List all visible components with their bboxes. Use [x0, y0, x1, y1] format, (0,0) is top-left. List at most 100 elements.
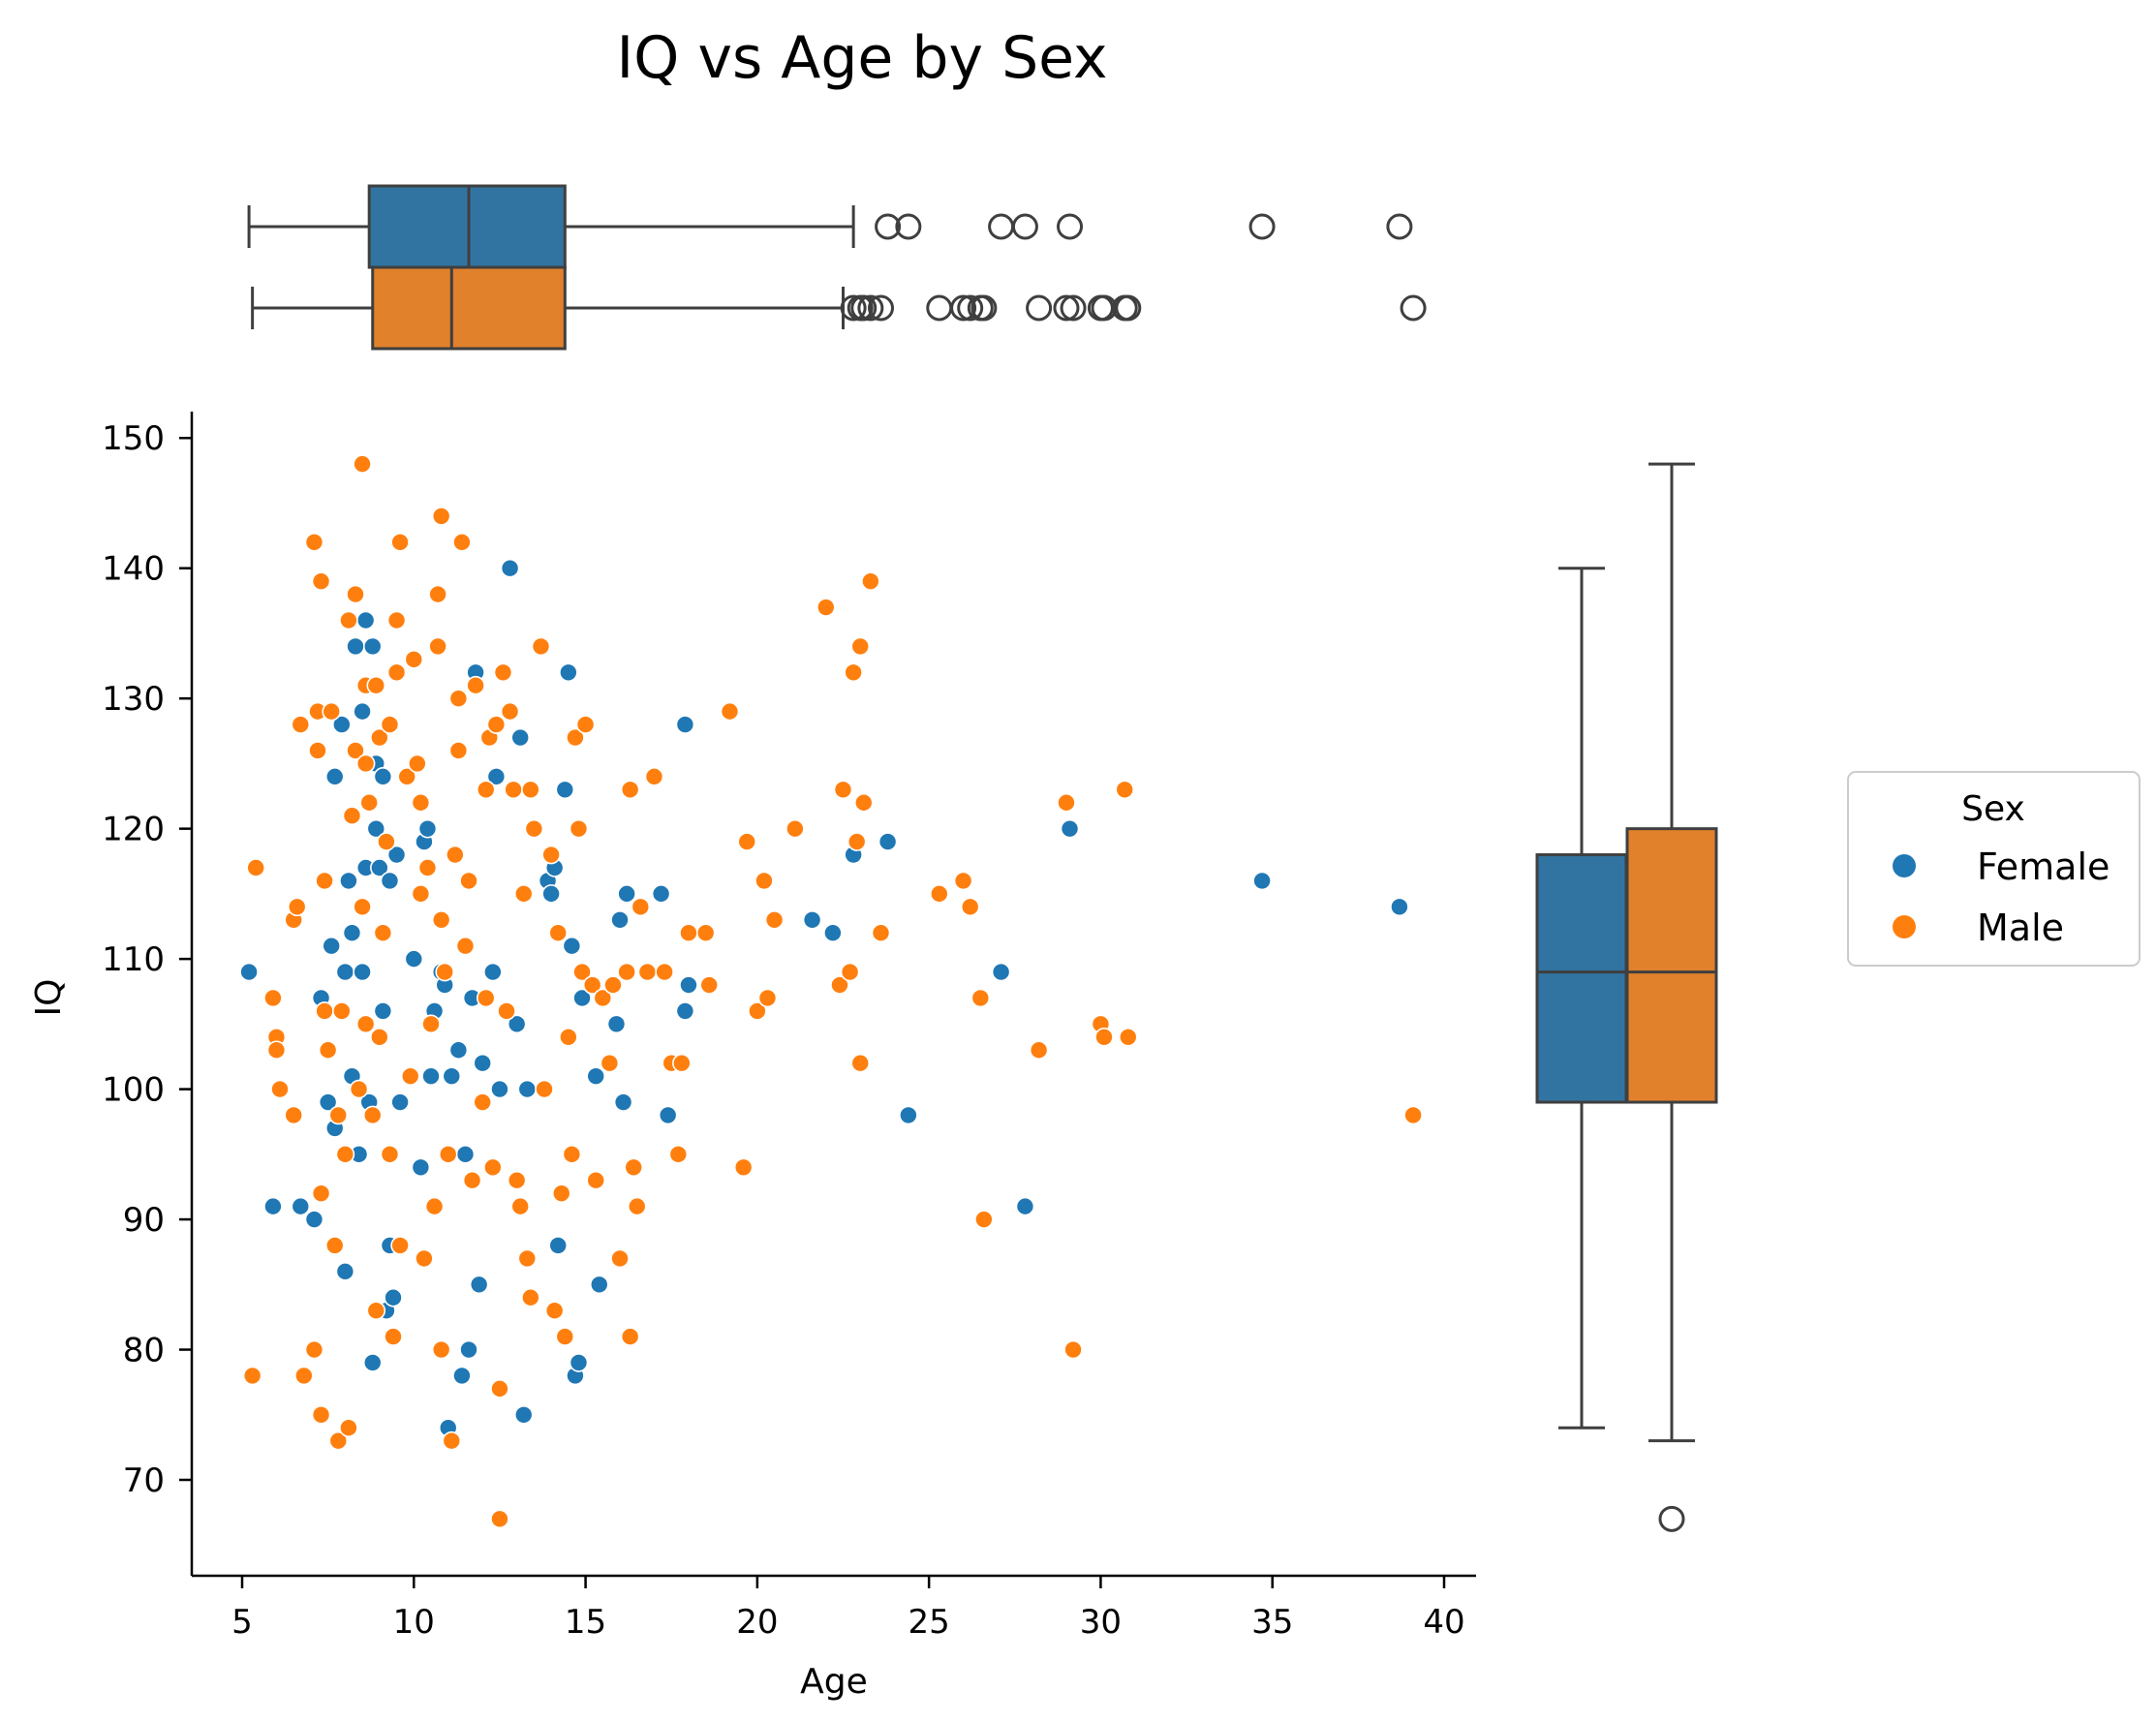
scatter-point-male: [473, 1092, 492, 1112]
scatter-point-female: [404, 949, 424, 969]
scatter-point-male: [438, 1145, 458, 1164]
x-axis-label: Age: [800, 1662, 868, 1702]
scatter-point-male: [844, 662, 863, 683]
scatter-point-female: [386, 845, 407, 865]
scatter-point-male: [572, 962, 592, 982]
scatter-point-male: [655, 962, 674, 982]
scatter-point-male: [695, 923, 716, 943]
scatter-point-female: [606, 1014, 627, 1034]
scatter-point-male: [362, 1105, 383, 1125]
scatter-point-female: [473, 1053, 492, 1073]
scatter-point-male: [339, 1418, 358, 1438]
scatter-point-male: [737, 832, 757, 851]
scatter-point-male: [757, 988, 778, 1008]
top-box-female: [367, 184, 567, 269]
scatter-point-male: [359, 792, 379, 813]
scatter-point-female: [679, 975, 698, 995]
scatter-point-female: [459, 1339, 478, 1360]
scatter-point-male: [346, 741, 365, 760]
scatter-point-female: [586, 1066, 606, 1086]
scatter-point-male: [404, 650, 424, 669]
scatter-point-male: [555, 1327, 575, 1346]
x-tick-label: 35: [1251, 1603, 1293, 1642]
scatter-point-male: [531, 636, 551, 657]
scatter-point-male: [462, 1170, 482, 1190]
scatter-point-female: [569, 1353, 589, 1372]
scatter-point-female: [291, 1196, 311, 1216]
scatter-point-male: [535, 1079, 554, 1099]
scatter-point-female: [507, 1014, 527, 1034]
scatter-point-male: [510, 1196, 531, 1216]
y-axis-label: IQ: [29, 979, 69, 1017]
scatter-point-male: [315, 1001, 334, 1021]
scatter-point-female: [510, 727, 531, 748]
scatter-point-female: [353, 962, 372, 982]
scatter-point-male: [748, 1001, 767, 1021]
top-outlier-female: [895, 213, 922, 240]
scatter-point-male: [287, 897, 307, 917]
x-tick-label: 30: [1080, 1603, 1122, 1642]
scatter-point-male: [346, 584, 365, 604]
scatter-point-female: [658, 1105, 678, 1125]
scatter-point-female: [322, 936, 341, 956]
scatter-point-male: [1403, 1105, 1423, 1125]
scatter-point-male: [435, 962, 454, 982]
scatter-point-female: [500, 558, 520, 578]
scatter-point-male: [720, 701, 740, 722]
scatter-point-female: [239, 962, 259, 982]
right-outlier-male: [1658, 1505, 1685, 1532]
scatter-point-male: [617, 962, 636, 982]
scatter-point-male: [840, 962, 860, 982]
scatter-point-male: [353, 454, 372, 474]
scatter-point-male: [390, 533, 410, 552]
scatter-point-female: [370, 858, 389, 877]
scatter-point-female: [617, 884, 636, 904]
top-outlier-male: [850, 294, 878, 322]
scatter-point-male: [620, 1327, 640, 1346]
scatter-point-male: [442, 1430, 462, 1451]
scatter-point-male: [431, 1339, 451, 1360]
scatter-point-female: [1252, 871, 1272, 891]
x-tick-label: 25: [909, 1603, 950, 1642]
scatter-point-male: [476, 988, 496, 1008]
y-tick-label: 110: [102, 940, 165, 979]
scatter-point-female: [335, 1262, 355, 1281]
scatter-point-male: [620, 780, 640, 800]
scatter-point-female: [1060, 818, 1080, 839]
scatter-point-male: [960, 897, 980, 917]
top-outlier-female: [1248, 213, 1276, 240]
scatter-point-male: [332, 1001, 352, 1021]
y-tick-label: 130: [102, 680, 165, 719]
scatter-point-male: [1115, 780, 1135, 800]
top-outlier-male: [926, 294, 953, 322]
scatter-point-male: [324, 1236, 345, 1255]
scatter-point-female: [263, 1196, 283, 1216]
scatter-point-female: [613, 1092, 633, 1112]
y-tick-label: 150: [102, 419, 165, 458]
scatter-point-male: [335, 1145, 355, 1164]
scatter-point-male: [431, 507, 451, 526]
scatter-point-female: [572, 988, 592, 1008]
scatter-point-male: [493, 662, 513, 683]
scatter-point-male: [953, 871, 973, 891]
scatter-point-male: [355, 753, 376, 774]
x-tick-label: 5: [231, 1603, 253, 1642]
scatter-point-male: [1029, 1040, 1049, 1061]
legend-frame: [1847, 771, 2141, 967]
scatter-point-female: [555, 780, 575, 800]
scatter-point-male: [342, 806, 362, 826]
scatter-point-female: [318, 1092, 338, 1112]
scatter-point-female: [339, 871, 358, 891]
scatter-point-male: [294, 1366, 314, 1386]
scatter-point-female: [448, 1040, 469, 1061]
scatter-point-male: [390, 1236, 410, 1255]
top-outlier-female: [1386, 213, 1413, 240]
legend: Sex Female Male: [1847, 771, 2141, 967]
legend-marker-male: [1893, 915, 1916, 938]
scatter-point-male: [380, 1145, 400, 1164]
x-ticks: 5 10 15 20 25 30 35 40: [231, 1576, 1465, 1642]
scatter-point-male: [548, 923, 569, 943]
scatter-point-female: [366, 818, 386, 839]
scatter-point-female: [559, 662, 578, 683]
